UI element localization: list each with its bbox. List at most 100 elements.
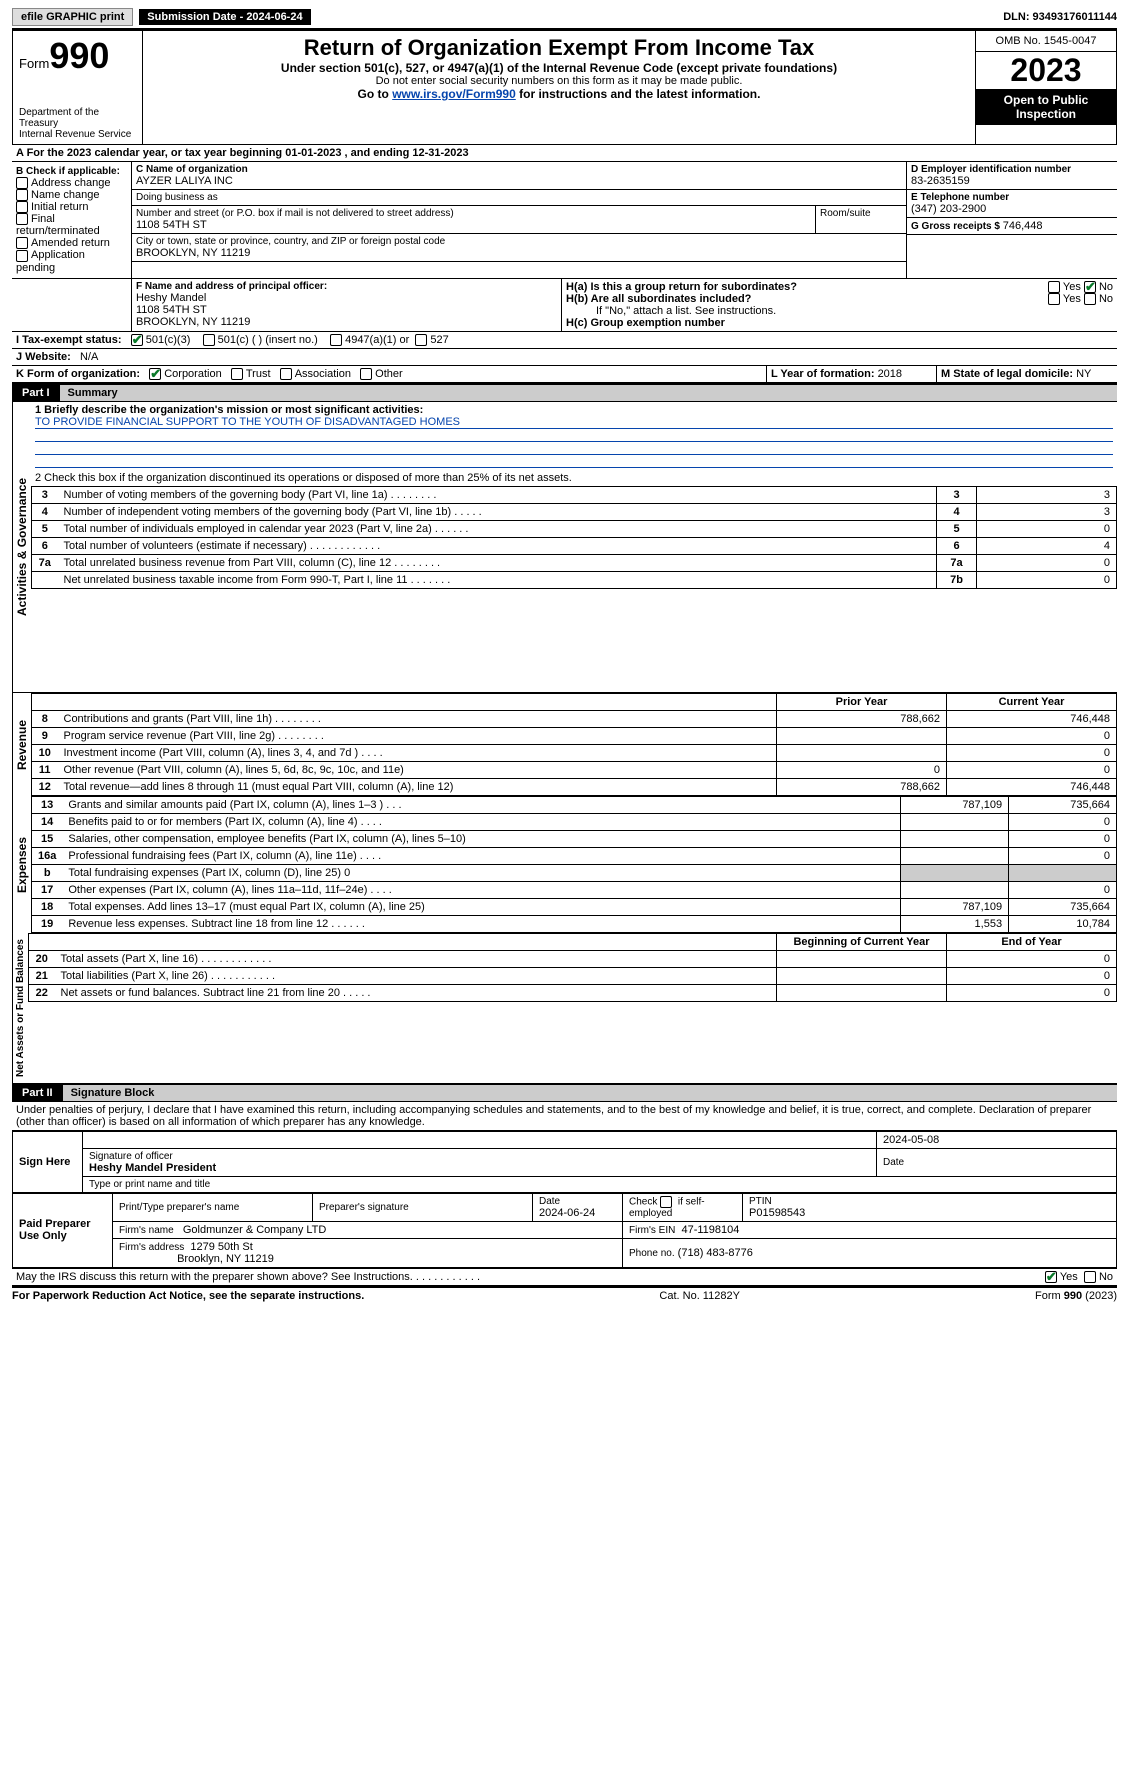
cb-application-pending[interactable]: Application pending — [16, 249, 127, 273]
box-f-label: F Name and address of principal officer: — [136, 281, 557, 292]
paid-preparer-label: Paid Preparer Use Only — [13, 1193, 113, 1267]
table-row: 13Grants and similar amounts paid (Part … — [32, 796, 1117, 813]
discuss-text: May the IRS discuss this return with the… — [16, 1271, 1045, 1283]
table-row: 17Other expenses (Part IX, column (A), l… — [32, 881, 1117, 898]
table-row: 4Number of independent voting members of… — [32, 503, 1117, 520]
line-i-label: I Tax-exempt status: — [16, 334, 122, 346]
goto-line: Go to www.irs.gov/Form990 for instructio… — [149, 87, 969, 101]
website-row: J Website: N/A — [12, 349, 1117, 366]
org-name: AYZER LALIYA INC — [136, 175, 902, 187]
table-row: 10Investment income (Part VIII, column (… — [32, 744, 1117, 761]
firm-addr-label: Firm's address — [119, 1242, 184, 1253]
expenses-table: 13Grants and similar amounts paid (Part … — [31, 796, 1117, 933]
city-label: City or town, state or province, country… — [136, 236, 902, 247]
vert-revenue: Revenue — [12, 693, 31, 796]
page-footer: For Paperwork Reduction Act Notice, see … — [12, 1286, 1117, 1302]
cb-501c3[interactable]: 501(c)(3) — [131, 334, 191, 346]
h-c-label: H(c) Group exemption number — [566, 317, 1113, 329]
cb-association[interactable]: Association — [280, 368, 351, 380]
footer-right: Form 990 (2023) — [1035, 1290, 1117, 1302]
website-value: N/A — [80, 351, 98, 363]
table-header-row: Prior YearCurrent Year — [32, 693, 1117, 710]
cb-527[interactable]: 527 — [415, 334, 448, 346]
table-row: 8Contributions and grants (Part VIII, li… — [32, 710, 1117, 727]
part-ii-tag: Part II — [12, 1085, 63, 1101]
room-label: Room/suite — [820, 208, 902, 219]
part-i-header: Part I Summary — [12, 383, 1117, 402]
hb-yes[interactable]: Yes — [1048, 293, 1081, 305]
part-ii-header: Part II Signature Block — [12, 1083, 1117, 1102]
cb-501c[interactable]: 501(c) ( ) (insert no.) — [203, 334, 318, 346]
q2-text: 2 Check this box if the organization dis… — [31, 470, 1117, 486]
table-header-row: Beginning of Current YearEnd of Year — [29, 933, 1117, 950]
cb-initial-return[interactable]: Initial return — [16, 201, 127, 213]
form-title: Return of Organization Exempt From Incom… — [149, 35, 969, 61]
klm-row: K Form of organization: Corporation Trus… — [12, 366, 1117, 383]
table-row: 7aTotal unrelated business revenue from … — [32, 554, 1117, 571]
firm-name-label: Firm's name — [119, 1225, 174, 1236]
vert-expenses: Expenses — [12, 796, 31, 933]
sig-date: 2024-05-08 — [877, 1131, 1117, 1148]
prep-date-label: Date — [539, 1196, 616, 1207]
efile-print-button[interactable]: efile GRAPHIC print — [12, 8, 133, 26]
h-b-label: H(b) Are all subordinates included? — [566, 293, 751, 305]
table-row: 11Other revenue (Part VIII, column (A), … — [32, 761, 1117, 778]
cb-address-change[interactable]: Address change — [16, 177, 127, 189]
submission-date: Submission Date - 2024-06-24 — [139, 9, 310, 25]
self-employed-check[interactable]: Check if self-employed — [629, 1196, 736, 1219]
officer-line2: 1108 54TH ST — [136, 304, 557, 316]
box-g-label: G Gross receipts $ — [911, 221, 1003, 232]
omb-number: OMB No. 1545-0047 — [976, 31, 1116, 52]
h-b-note: If "No," attach a list. See instructions… — [566, 305, 1113, 317]
h-a-label: H(a) Is this a group return for subordin… — [566, 281, 797, 293]
cb-other[interactable]: Other — [360, 368, 403, 380]
firm-ein: 47-1198104 — [681, 1224, 739, 1236]
tax-exempt-row: I Tax-exempt status: 501(c)(3) 501(c) ( … — [12, 331, 1117, 349]
ha-yes[interactable]: Yes — [1048, 281, 1081, 293]
table-row: 18Total expenses. Add lines 13–17 (must … — [32, 898, 1117, 915]
cb-4947[interactable]: 4947(a)(1) or — [330, 334, 409, 346]
cb-final-return[interactable]: Final return/terminated — [16, 213, 127, 237]
ptin-label: PTIN — [749, 1196, 1110, 1207]
line-j-label: J Website: — [16, 351, 71, 363]
table-row: 21Total liabilities (Part X, line 26) . … — [29, 967, 1117, 984]
dba-label: Doing business as — [136, 192, 902, 203]
table-row: 19Revenue less expenses. Subtract line 1… — [32, 915, 1117, 932]
table-row: 22Net assets or fund balances. Subtract … — [29, 984, 1117, 1001]
hb-no[interactable]: No — [1084, 293, 1113, 305]
discuss-yes[interactable]: Yes — [1045, 1271, 1078, 1283]
table-row: bTotal fundraising expenses (Part IX, co… — [32, 864, 1117, 881]
open-inspection: Open to Public Inspection — [976, 89, 1116, 125]
sig-officer-label: Signature of officer — [89, 1151, 870, 1162]
dln: DLN: 93493176011144 — [1003, 11, 1117, 23]
phone-value: (347) 203-2900 — [911, 203, 1113, 215]
street-label: Number and street (or P.O. box if mail i… — [136, 208, 811, 219]
discuss-no[interactable]: No — [1084, 1271, 1113, 1283]
box-c-name-label: C Name of organization — [136, 164, 902, 175]
table-row: 14Benefits paid to or for members (Part … — [32, 813, 1117, 830]
cb-corporation[interactable]: Corporation — [149, 368, 221, 380]
table-row: 16aProfessional fundraising fees (Part I… — [32, 847, 1117, 864]
officer-signature: Heshy Mandel President — [89, 1162, 870, 1174]
q1-label: 1 Briefly describe the organization's mi… — [35, 404, 1113, 416]
topbar: efile GRAPHIC print Submission Date - 20… — [12, 8, 1117, 30]
ha-no[interactable]: No — [1084, 281, 1113, 293]
sign-here-label: Sign Here — [13, 1131, 83, 1192]
officer-line3: BROOKLYN, NY 11219 — [136, 316, 557, 328]
cb-trust[interactable]: Trust — [231, 368, 271, 380]
firm-name: Goldmunzer & Company LTD — [183, 1224, 326, 1236]
year-formation: 2018 — [878, 368, 902, 380]
table-row: Net unrelated business taxable income fr… — [32, 571, 1117, 588]
dept-irs: Internal Revenue Service — [19, 129, 136, 140]
q1-text: TO PROVIDE FINANCIAL SUPPORT TO THE YOUT… — [35, 416, 1113, 429]
irs-link[interactable]: www.irs.gov/Form990 — [392, 87, 516, 101]
line-m-label: M State of legal domicile: — [941, 368, 1076, 380]
cb-amended-return[interactable]: Amended return — [16, 237, 127, 249]
cb-name-change[interactable]: Name change — [16, 189, 127, 201]
net-assets-table: Beginning of Current YearEnd of Year20To… — [28, 933, 1117, 1002]
table-row: 5Total number of individuals employed in… — [32, 520, 1117, 537]
box-e-label: E Telephone number — [911, 192, 1113, 203]
sig-date-label: Date — [883, 1157, 1110, 1168]
form-number: 990 — [49, 35, 109, 76]
type-print-label: Type or print name and title — [89, 1179, 1110, 1190]
